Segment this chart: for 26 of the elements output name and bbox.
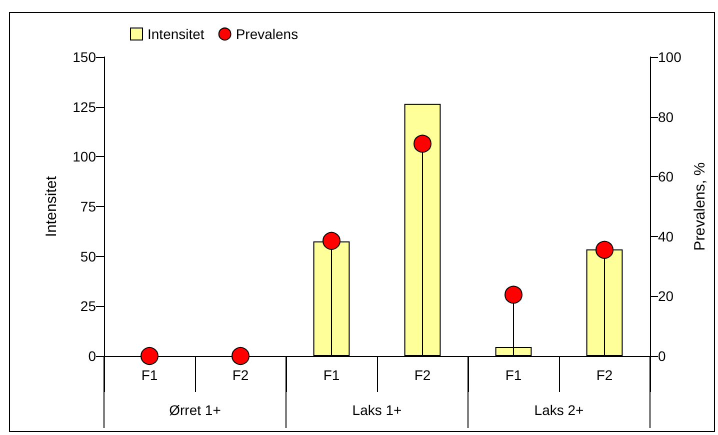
y-tick-label: 25 [80, 298, 96, 314]
x-tick-label: F1 [505, 367, 522, 383]
y2-axis-title: Prevalens, % [691, 162, 708, 251]
y2-tick-label: 60 [658, 168, 674, 185]
y2-tick-label: 0 [658, 348, 666, 364]
y-tick-label: 75 [80, 198, 96, 214]
y-tick-label: 100 [72, 148, 96, 165]
y-tick-label: 0 [88, 348, 96, 364]
text: Laks 1+ [352, 402, 402, 418]
x-tick-label: F2 [414, 367, 431, 383]
y-axis-title: Intensitet [43, 175, 60, 237]
x-tick-label: F2 [232, 367, 249, 383]
y2-tick-label: 100 [658, 49, 682, 65]
y2-tick-label: 20 [658, 288, 674, 304]
y2-tick-label: 40 [658, 228, 674, 244]
y-tick-label: 50 [80, 248, 96, 264]
x-tick-label: F2 [596, 367, 613, 383]
y2-tick-label: 80 [658, 108, 674, 125]
x-tick-label: F1 [323, 367, 340, 383]
y-tick-label: 150 [72, 49, 96, 65]
legend-label: Prevalens [236, 26, 298, 42]
x-tick-label: F1 [141, 367, 158, 383]
text: Ørret 1+ [169, 402, 221, 418]
text: Laks 2+ [534, 402, 584, 418]
y-tick-label: 125 [72, 98, 96, 115]
legend-label: Intensitet [148, 26, 204, 42]
